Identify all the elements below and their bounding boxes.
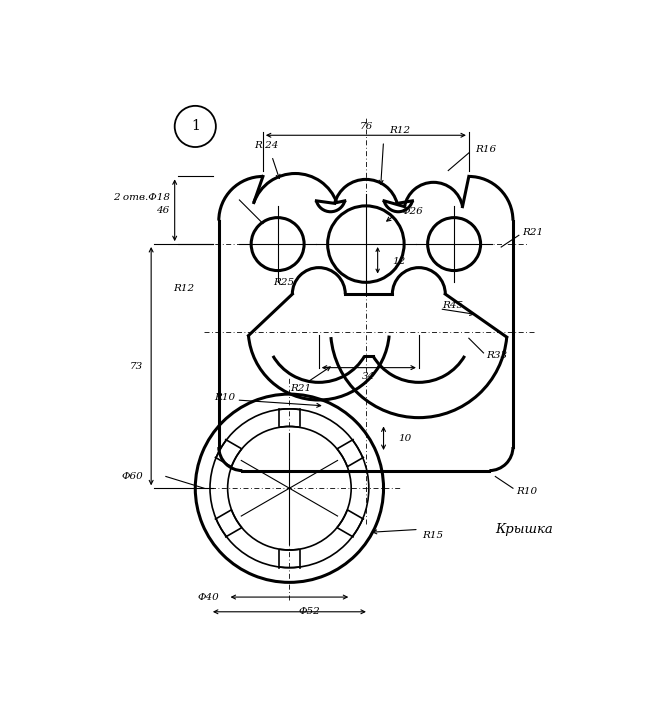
Text: R25: R25 xyxy=(273,278,294,287)
Text: 34: 34 xyxy=(362,372,375,381)
Text: Φ60: Φ60 xyxy=(122,472,144,481)
Text: R12: R12 xyxy=(173,284,194,293)
Text: R21: R21 xyxy=(291,384,312,392)
Text: 10: 10 xyxy=(398,434,411,443)
Text: R10: R10 xyxy=(214,392,235,402)
Text: R10: R10 xyxy=(516,487,537,496)
Text: Крышка: Крышка xyxy=(495,523,553,536)
Text: R15: R15 xyxy=(422,531,443,539)
Text: R21: R21 xyxy=(522,228,543,237)
Text: 1: 1 xyxy=(191,119,200,133)
Text: 73: 73 xyxy=(130,362,143,371)
Text: Φ40: Φ40 xyxy=(197,593,219,601)
Text: 2 отв.Φ18: 2 отв.Φ18 xyxy=(113,192,170,202)
Text: R12: R12 xyxy=(389,126,411,135)
Text: 76: 76 xyxy=(359,122,373,131)
Text: Φ52: Φ52 xyxy=(298,607,320,617)
Text: Φ26: Φ26 xyxy=(401,207,423,216)
Text: 12: 12 xyxy=(392,257,405,266)
Text: R16: R16 xyxy=(475,146,496,154)
Text: R 24: R 24 xyxy=(254,141,278,150)
Text: R45: R45 xyxy=(442,301,464,310)
Text: R33: R33 xyxy=(486,352,508,360)
Text: 46: 46 xyxy=(156,206,170,215)
